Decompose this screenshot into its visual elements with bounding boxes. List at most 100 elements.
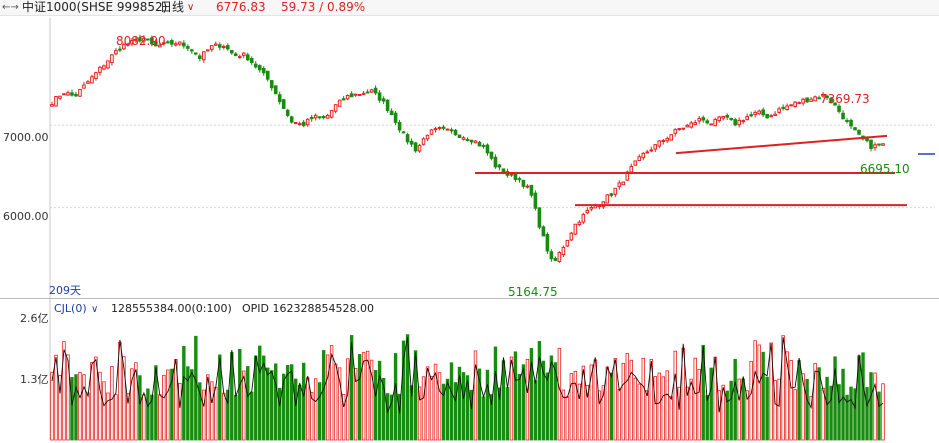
candle-body <box>873 144 877 149</box>
volume-bar <box>441 383 446 441</box>
volume-bar <box>805 379 809 441</box>
volume-bar <box>525 358 530 441</box>
candle-body <box>605 194 610 204</box>
candle-body <box>325 114 330 119</box>
candle-body <box>425 134 430 140</box>
volume-bar <box>254 355 258 441</box>
candle-body <box>449 129 454 132</box>
candle-body <box>837 105 841 112</box>
candle-body <box>705 120 710 124</box>
volume-bar <box>210 381 214 441</box>
volume-bar <box>585 384 590 441</box>
period-selector[interactable]: 日线 <box>160 0 185 14</box>
candle-body <box>685 124 690 128</box>
candle-body <box>385 99 390 111</box>
candle-body <box>405 134 410 143</box>
volume-bar <box>429 376 434 441</box>
candle-body <box>881 143 885 146</box>
volume-bar <box>573 370 578 441</box>
volume-bar <box>661 376 665 441</box>
candle-body <box>821 94 825 97</box>
candle-body <box>469 139 474 143</box>
symbol-title[interactable]: 中证1000(SHSE 999852) <box>22 0 168 14</box>
candle-body <box>733 119 737 126</box>
volume-bar <box>401 340 406 441</box>
candle-body <box>561 246 566 255</box>
candle-body <box>437 126 442 129</box>
candle-body <box>509 173 514 176</box>
candle-body <box>401 131 406 134</box>
volume-bar <box>333 363 338 441</box>
volume-bar <box>793 389 797 441</box>
volume-bar <box>609 372 614 441</box>
volume-bar <box>869 372 873 441</box>
candle-body <box>549 251 554 260</box>
candle-body <box>229 49 234 54</box>
candle-body <box>529 184 534 196</box>
volume-bar <box>633 377 637 441</box>
candle-body <box>225 45 230 50</box>
volume-bar <box>138 375 142 441</box>
vol-ytick-mid: 1.3亿 <box>20 373 49 386</box>
candle-body <box>737 119 741 126</box>
volume-bar <box>709 367 713 441</box>
volume-bar <box>729 380 733 441</box>
volume-bar <box>677 386 681 441</box>
left-right-arrows-icon[interactable]: ←→ <box>2 2 19 13</box>
volume-bar <box>282 373 286 441</box>
volume-bar <box>262 355 266 441</box>
candle-body <box>82 84 86 89</box>
chart-labels: 7000.00 6000.00 209天 8082.90 7369.73 516… <box>3 34 910 386</box>
volume-bar <box>645 390 649 441</box>
candle-body <box>589 207 594 210</box>
volume-bar <box>409 385 414 441</box>
candle-body <box>829 98 833 104</box>
volume-bar <box>621 362 626 441</box>
candle-body <box>465 138 470 141</box>
candle-body <box>381 98 386 102</box>
candle-body <box>317 116 322 119</box>
candle-body <box>673 128 678 134</box>
annotation-last-close: 6695.10 <box>860 162 910 176</box>
volume-bar <box>154 365 158 441</box>
chevron-down-icon[interactable]: ∨ <box>187 2 195 13</box>
volume-bar <box>529 348 534 441</box>
volume-bar <box>369 359 374 441</box>
grid <box>49 18 935 440</box>
volume-bar <box>266 367 270 441</box>
volume-bar <box>457 366 462 441</box>
volume-bar <box>146 388 150 441</box>
candle-body <box>729 117 733 120</box>
volume-bar <box>98 371 102 441</box>
volume-bar <box>238 348 242 441</box>
volume-bar <box>505 387 510 441</box>
volume-bar <box>54 354 58 441</box>
volume-bar <box>397 393 402 441</box>
volume-bar <box>305 377 310 441</box>
volume-bar <box>765 376 769 441</box>
volume-bar <box>453 382 458 441</box>
volume-bar <box>625 353 630 441</box>
volume-bar <box>557 348 562 441</box>
candle-body <box>653 144 658 150</box>
ytick-7000: 7000.00 <box>3 131 49 144</box>
volume-bar <box>769 342 773 441</box>
candle-body <box>166 41 170 44</box>
candle-body <box>162 42 166 45</box>
candle-body <box>58 95 62 99</box>
volume-bar <box>553 362 558 441</box>
candle-body <box>701 117 706 121</box>
volume-bar <box>170 368 174 441</box>
candle-body <box>781 106 785 109</box>
volume-bar <box>417 386 422 441</box>
volume-ratio-line <box>51 337 884 414</box>
candle-body <box>217 44 222 48</box>
volume-bar <box>218 354 222 441</box>
volume-bar <box>50 371 54 441</box>
candle-body <box>629 165 634 173</box>
volume-bar <box>841 368 845 441</box>
candle-body <box>397 122 402 131</box>
volume-bar <box>353 368 358 441</box>
candle-body <box>249 58 254 64</box>
volume-bar <box>629 359 634 441</box>
